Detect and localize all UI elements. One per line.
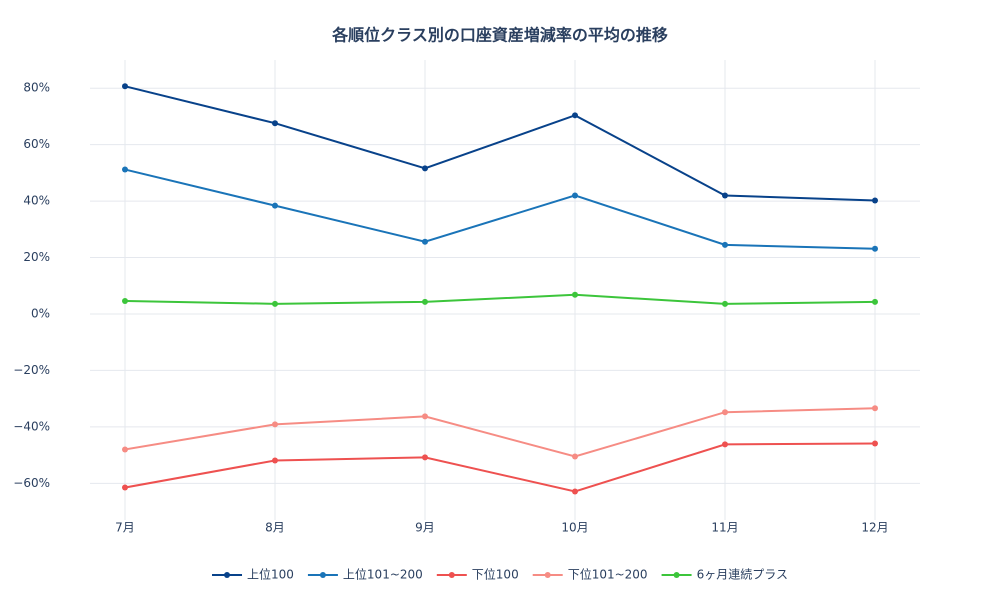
data-point — [272, 457, 278, 464]
legend-marker — [224, 572, 231, 578]
series-line — [124, 407, 876, 458]
series-line — [124, 168, 876, 250]
data-point — [122, 166, 128, 173]
data-point — [272, 120, 278, 127]
data-point — [722, 300, 728, 307]
data-point — [872, 440, 878, 447]
data-point — [122, 446, 128, 453]
legend: 上位100 上位101~200 下位100 下位101~200 6ヶ月連続プラス — [212, 567, 788, 582]
data-point — [122, 484, 128, 491]
legend-marker — [448, 572, 455, 578]
data-point — [272, 421, 278, 428]
data-point — [422, 238, 428, 245]
y-tick-label: 40% — [23, 194, 50, 208]
chart-title: 各順位クラス別の口座資産増減率の平均の推移 — [331, 26, 668, 45]
data-point — [122, 298, 128, 305]
data-point — [572, 291, 578, 298]
data-point — [872, 405, 878, 412]
legend-label: 下位101~200 — [568, 567, 648, 582]
legend-marker — [673, 572, 680, 578]
x-tick-label: 9月 — [415, 521, 435, 535]
data-point — [872, 298, 878, 305]
legend-label: 下位100 — [472, 567, 519, 582]
x-tick-label: 7月 — [115, 521, 135, 535]
legend-label: 6ヶ月連続プラス — [697, 568, 788, 582]
data-point — [422, 454, 428, 461]
legend-marker — [319, 572, 326, 578]
data-point — [722, 192, 728, 199]
legend-label: 上位100 — [247, 567, 294, 582]
data-point — [422, 165, 428, 172]
data-point — [872, 245, 878, 252]
data-point — [722, 441, 728, 448]
data-point — [572, 192, 578, 199]
legend-item: 上位101~200 — [307, 567, 423, 582]
y-tick-label: 80% — [23, 81, 50, 95]
data-point — [272, 202, 278, 209]
x-tick-label: 12月 — [861, 521, 888, 535]
y-tick-label: 20% — [23, 250, 50, 264]
data-point — [572, 453, 578, 460]
y-tick-label: −20% — [13, 363, 50, 377]
data-point — [872, 197, 878, 204]
data-point — [572, 112, 578, 119]
y-tick-label: 60% — [23, 137, 50, 151]
legend-marker — [544, 572, 551, 578]
legend-item: 上位100 — [212, 567, 294, 582]
legend-label: 上位101~200 — [343, 567, 423, 582]
legend-item: 6ヶ月連続プラス — [661, 568, 788, 582]
data-point — [422, 298, 428, 305]
x-tick-label: 8月 — [265, 521, 285, 535]
legend-item: 下位101~200 — [532, 567, 648, 582]
data-point — [122, 83, 128, 90]
series-line — [124, 293, 876, 305]
legend-item: 下位100 — [436, 567, 519, 582]
data-point — [722, 409, 728, 416]
x-tick-label: 11月 — [711, 521, 738, 535]
series-line — [124, 442, 876, 493]
data-point — [572, 488, 578, 495]
series-line — [124, 85, 876, 202]
y-tick-label: −60% — [13, 476, 50, 490]
data-point — [272, 300, 278, 307]
data-point — [722, 241, 728, 248]
y-tick-label: 0% — [31, 306, 50, 320]
data-point — [422, 413, 428, 420]
x-tick-label: 10月 — [561, 521, 588, 535]
y-tick-label: −40% — [13, 419, 50, 433]
